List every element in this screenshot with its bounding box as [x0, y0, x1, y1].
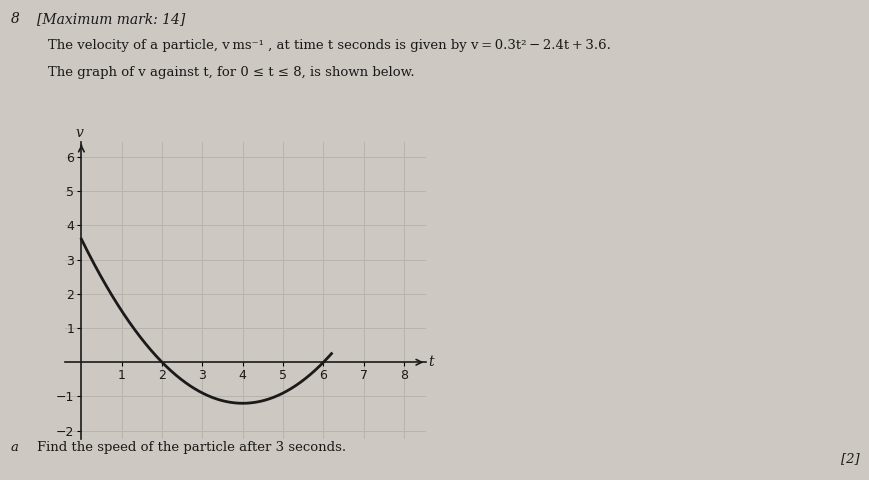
Text: 8: 8: [10, 12, 19, 26]
Text: a: a: [10, 441, 18, 454]
Text: [Maximum mark: 14]: [Maximum mark: 14]: [36, 12, 184, 26]
Text: v: v: [76, 126, 83, 140]
Text: [2]: [2]: [840, 453, 859, 466]
Text: Find the speed of the particle after 3 seconds.: Find the speed of the particle after 3 s…: [36, 441, 345, 454]
Text: The graph of v against t, for 0 ≤ t ≤ 8, is shown below.: The graph of v against t, for 0 ≤ t ≤ 8,…: [48, 66, 414, 79]
Text: t: t: [428, 355, 434, 369]
Text: The velocity of a particle, v ms⁻¹ , at time t seconds is given by v = 0.3t² − 2: The velocity of a particle, v ms⁻¹ , at …: [48, 39, 610, 52]
